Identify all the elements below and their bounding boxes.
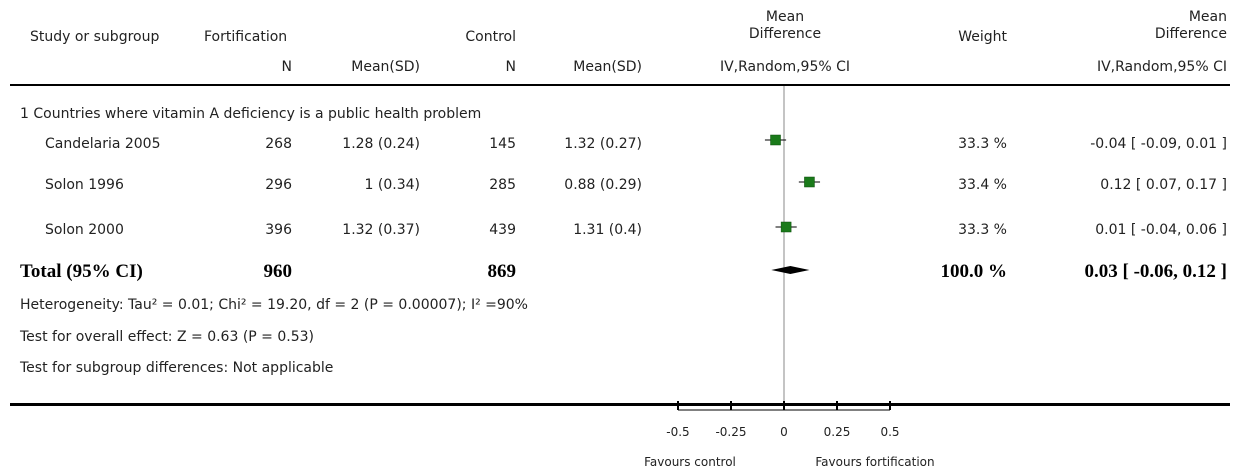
- study-n2: 145: [489, 136, 516, 152]
- study-n2: 285: [489, 177, 516, 193]
- study-n2: 439: [489, 222, 516, 238]
- header-md2-line2: Difference: [1154, 26, 1227, 42]
- bottom-rule: [10, 403, 1230, 406]
- header-md-line2: Difference: [748, 26, 822, 42]
- favours-left-label: Favours control: [644, 455, 736, 469]
- study-marker: [770, 134, 781, 146]
- study-meansd2: 0.88 (0.29): [564, 177, 642, 193]
- study-weight: 33.3 %: [958, 222, 1007, 238]
- header-control: Control: [465, 29, 516, 45]
- header-n2: N: [505, 59, 516, 75]
- study-meansd1: 1.28 (0.24): [342, 136, 420, 152]
- header-method2: IV,Random,95% CI: [1096, 59, 1227, 75]
- x-tick-label: -0.25: [715, 425, 746, 439]
- total-ci: 0.03 [ -0.06, 0.12 ]: [1084, 261, 1227, 282]
- total-n2: 869: [487, 261, 517, 282]
- heterogeneity-note: Heterogeneity: Tau² = 0.01; Chi² = 19.20…: [20, 297, 528, 313]
- study-name: Solon 2000: [45, 222, 124, 238]
- study-name: Candelaria 2005: [45, 136, 161, 152]
- header-rule: [10, 84, 1230, 86]
- header-md2-line1: Mean: [1188, 9, 1227, 25]
- header-study: Study or subgroup: [30, 29, 160, 45]
- favours-right-label: Favours fortification: [815, 455, 935, 469]
- header-fortification: Fortification: [204, 29, 288, 45]
- study-weight: 33.4 %: [958, 177, 1007, 193]
- total-n1: 960: [263, 261, 293, 282]
- header-meansd1: Mean(SD): [351, 59, 420, 75]
- subgroup-diff-note: Test for subgroup differences: Not appli…: [20, 360, 334, 376]
- x-tick-label: 0.5: [880, 425, 899, 439]
- study-n1: 296: [265, 177, 292, 193]
- total-label: Total (95% CI): [20, 261, 143, 282]
- subgroup-title: 1 Countries where vitamin A deficiency i…: [20, 106, 482, 122]
- x-tick-label: -0.5: [666, 425, 689, 439]
- study-meansd1: 1 (0.34): [364, 177, 420, 193]
- header-n1: N: [281, 59, 292, 75]
- study-marker: [780, 221, 792, 233]
- study-marker: [804, 176, 815, 188]
- study-ci: 0.01 [ -0.04, 0.06 ]: [1095, 222, 1227, 238]
- header-md-line1: Mean: [765, 9, 805, 25]
- x-tick-label: 0.25: [824, 425, 851, 439]
- x-tick-label: 0: [780, 425, 788, 439]
- study-name: Solon 1996: [45, 177, 124, 193]
- study-n1: 268: [265, 136, 292, 152]
- study-meansd2: 1.31 (0.4): [573, 222, 642, 238]
- study-n1: 396: [265, 222, 292, 238]
- study-weight: 33.3 %: [958, 136, 1007, 152]
- header-meansd2: Mean(SD): [573, 59, 642, 75]
- study-meansd1: 1.32 (0.37): [342, 222, 420, 238]
- study-ci: 0.12 [ 0.07, 0.17 ]: [1100, 177, 1227, 193]
- header-method: IV,Random,95% CI: [719, 59, 851, 75]
- header-weight: Weight: [958, 29, 1007, 45]
- total-weight: 100.0 %: [940, 261, 1008, 282]
- study-meansd2: 1.32 (0.27): [564, 136, 642, 152]
- pooled-diamond: [771, 266, 810, 274]
- study-ci: -0.04 [ -0.09, 0.01 ]: [1090, 136, 1227, 152]
- overall-effect-note: Test for overall effect: Z = 0.63 (P = 0…: [20, 329, 314, 345]
